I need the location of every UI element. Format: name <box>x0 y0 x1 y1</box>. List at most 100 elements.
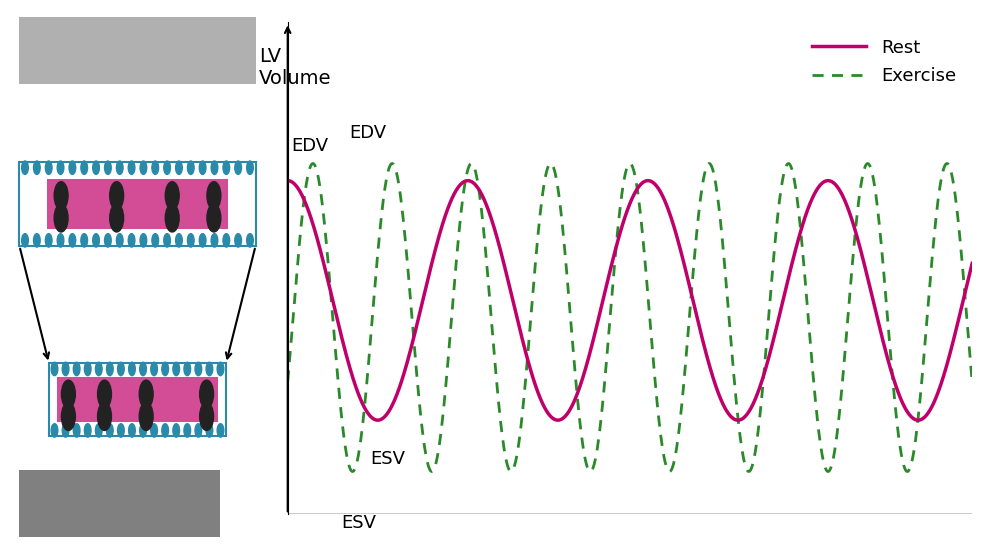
Circle shape <box>95 362 102 376</box>
Circle shape <box>129 424 135 437</box>
Circle shape <box>95 424 102 437</box>
Circle shape <box>195 362 201 376</box>
Circle shape <box>140 234 147 247</box>
Circle shape <box>106 362 113 376</box>
Circle shape <box>207 182 221 210</box>
Circle shape <box>129 362 135 376</box>
Text: EDV: EDV <box>292 137 328 155</box>
Circle shape <box>84 424 91 437</box>
Circle shape <box>97 402 111 430</box>
Circle shape <box>217 362 224 376</box>
Circle shape <box>73 424 80 437</box>
Circle shape <box>34 161 40 174</box>
Circle shape <box>104 161 111 174</box>
Circle shape <box>152 234 159 247</box>
Circle shape <box>69 234 75 247</box>
Bar <box>49 363 226 436</box>
Circle shape <box>176 161 183 174</box>
Bar <box>20 17 256 84</box>
Circle shape <box>195 424 201 437</box>
Circle shape <box>106 424 113 437</box>
Circle shape <box>206 424 212 437</box>
Circle shape <box>92 161 99 174</box>
Circle shape <box>199 380 213 408</box>
Circle shape <box>162 362 169 376</box>
Circle shape <box>81 161 87 174</box>
Text: EDV: EDV <box>349 124 386 142</box>
Circle shape <box>187 161 194 174</box>
Circle shape <box>162 424 169 437</box>
Circle shape <box>46 234 52 247</box>
Circle shape <box>55 204 68 232</box>
Circle shape <box>184 362 190 376</box>
Circle shape <box>62 362 68 376</box>
Text: LV
Volume: LV Volume <box>259 47 331 88</box>
Circle shape <box>84 362 91 376</box>
Circle shape <box>151 424 158 437</box>
Text: ESV: ESV <box>371 450 406 468</box>
Circle shape <box>235 234 241 247</box>
Circle shape <box>116 161 123 174</box>
Circle shape <box>247 161 253 174</box>
Circle shape <box>62 402 75 430</box>
Bar <box>58 377 217 422</box>
Bar <box>20 162 256 246</box>
Circle shape <box>187 234 194 247</box>
Circle shape <box>164 161 171 174</box>
Circle shape <box>110 204 124 232</box>
Circle shape <box>62 424 68 437</box>
Circle shape <box>34 234 40 247</box>
Circle shape <box>110 182 124 210</box>
Circle shape <box>166 204 180 232</box>
Circle shape <box>211 161 218 174</box>
Circle shape <box>73 362 80 376</box>
Circle shape <box>92 234 99 247</box>
Legend: Rest, Exercise: Rest, Exercise <box>805 31 963 93</box>
Circle shape <box>140 362 147 376</box>
Circle shape <box>52 424 58 437</box>
Circle shape <box>223 161 229 174</box>
Circle shape <box>151 362 158 376</box>
Circle shape <box>166 182 180 210</box>
Circle shape <box>199 234 206 247</box>
Circle shape <box>116 234 123 247</box>
Circle shape <box>199 161 206 174</box>
Circle shape <box>58 161 63 174</box>
Circle shape <box>176 234 183 247</box>
Circle shape <box>217 424 224 437</box>
Circle shape <box>62 380 75 408</box>
Circle shape <box>206 362 212 376</box>
Circle shape <box>152 161 159 174</box>
Circle shape <box>140 424 147 437</box>
Text: ESV: ESV <box>341 514 377 532</box>
Circle shape <box>207 204 221 232</box>
Circle shape <box>128 234 135 247</box>
Circle shape <box>247 234 253 247</box>
Bar <box>20 470 220 537</box>
Circle shape <box>118 424 124 437</box>
Circle shape <box>58 234 63 247</box>
Circle shape <box>128 161 135 174</box>
Circle shape <box>139 380 153 408</box>
Circle shape <box>97 380 111 408</box>
Circle shape <box>104 234 111 247</box>
Circle shape <box>69 161 75 174</box>
Circle shape <box>81 234 87 247</box>
Circle shape <box>22 161 29 174</box>
Circle shape <box>52 362 58 376</box>
Circle shape <box>22 234 29 247</box>
Circle shape <box>173 362 180 376</box>
Circle shape <box>173 424 180 437</box>
Circle shape <box>235 161 241 174</box>
Bar <box>48 179 228 229</box>
Circle shape <box>139 402 153 430</box>
Circle shape <box>140 161 147 174</box>
Circle shape <box>118 362 124 376</box>
Circle shape <box>164 234 171 247</box>
Circle shape <box>223 234 229 247</box>
Circle shape <box>184 424 190 437</box>
Circle shape <box>46 161 52 174</box>
Circle shape <box>199 402 213 430</box>
Circle shape <box>211 234 218 247</box>
Circle shape <box>55 182 68 210</box>
